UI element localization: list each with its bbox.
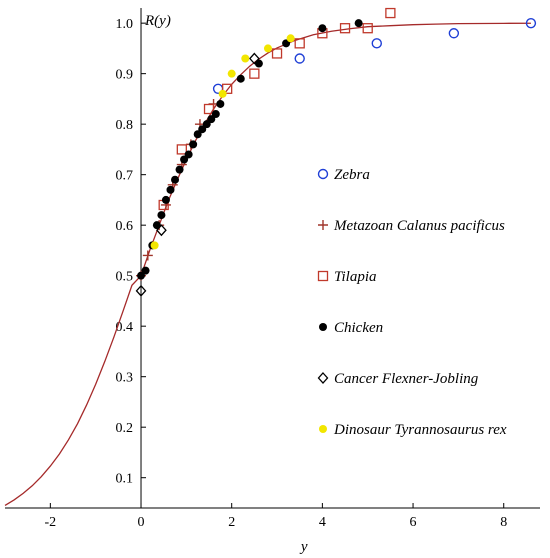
x-tick-label: 4: [319, 515, 326, 530]
data-point: [150, 241, 159, 250]
legend-marker: [317, 372, 329, 384]
data-point: [135, 284, 147, 297]
legend-item: Dinosaur Tyrannosaurus rex: [319, 422, 507, 438]
x-tick-label: 8: [500, 515, 507, 530]
legend: Zebra Metazoan Calanus pacificus Tilapia Ch…: [317, 167, 507, 438]
data-point: [161, 195, 170, 204]
legend-label: Tilapia: [334, 269, 377, 285]
points-layer: [135, 7, 537, 297]
data-point: [189, 140, 198, 149]
legend-label: Dinosaur Tyrannosaurus rex: [333, 422, 507, 438]
data-point: [142, 250, 153, 261]
data-point: [216, 99, 225, 108]
series-group: [135, 52, 260, 297]
y-ticks: 0.1 0.2 0.3 0.4 0.5 0.6 0.7 0.8 0.9 1.0: [116, 17, 147, 487]
y-tick-label: 0.6: [116, 219, 134, 234]
x-tick-label: -2: [45, 515, 57, 530]
data-point: [176, 144, 187, 155]
x-tick-label: 2: [228, 515, 235, 530]
y-tick-label: 0.3: [116, 371, 134, 386]
series-group: [150, 34, 295, 250]
data-point: [339, 23, 351, 34]
x-tick-label: 6: [410, 515, 417, 530]
data-point: [203, 103, 215, 115]
y-tick-label: 0.5: [116, 270, 134, 285]
data-point: [171, 175, 180, 184]
data-point: [222, 83, 233, 94]
data-point: [141, 266, 150, 275]
legend-marker: [319, 323, 327, 331]
y-tick-label: 0.1: [116, 472, 134, 487]
series-group: [158, 7, 396, 211]
data-point: [156, 224, 167, 237]
data-point: [318, 24, 327, 33]
data-point: [271, 48, 283, 59]
curve-line: [4, 22, 531, 507]
data-point: [157, 211, 166, 220]
y-tick-label: 0.4: [116, 320, 134, 335]
data-point: [249, 68, 260, 79]
y-tick-label: 0.8: [116, 118, 134, 133]
legend-label: Cancer Flexner-Jobling: [334, 371, 479, 387]
legend-item: Zebra: [317, 167, 370, 183]
data-point: [227, 69, 236, 78]
data-point: [248, 52, 260, 65]
legend-marker: [319, 425, 327, 433]
x-tick-label: 0: [138, 515, 145, 530]
legend-item: Metazoan Calanus pacificus: [318, 218, 505, 234]
legend-marker: [317, 270, 329, 282]
legend-label: Metazoan Calanus pacificus: [333, 218, 505, 234]
y-axis-title: R(y): [144, 13, 171, 29]
legend-marker: [317, 168, 329, 180]
series-group: [212, 17, 537, 95]
data-point: [241, 54, 250, 63]
curve-layer: [4, 22, 531, 507]
data-point: [385, 7, 396, 19]
legend-item: Cancer Flexner-Jobling: [317, 371, 479, 387]
legend-item: Tilapia: [317, 269, 377, 285]
data-point: [263, 44, 272, 53]
data-point: [294, 38, 305, 49]
data-point: [211, 110, 220, 119]
axes: [5, 8, 540, 509]
legend-label: Chicken: [334, 320, 383, 336]
y-tick-label: 0.2: [116, 421, 134, 436]
data-point: [294, 53, 305, 64]
x-ticks: -2 0 2 4 6 8: [45, 503, 507, 530]
legend-label: Zebra: [334, 167, 370, 183]
data-point: [286, 34, 295, 43]
data-point: [525, 17, 537, 29]
x-axis-title: y: [299, 539, 308, 555]
data-point: [362, 23, 373, 34]
data-point: [371, 38, 382, 49]
y-tick-label: 0.7: [116, 169, 134, 184]
data-point: [354, 19, 363, 28]
data-point: [175, 165, 184, 174]
data-point: [218, 89, 227, 98]
y-tick-label: 1.0: [116, 17, 134, 32]
legend-item: Chicken: [319, 320, 383, 336]
y-tick-label: 0.9: [116, 68, 134, 83]
data-point: [448, 28, 460, 39]
data-point: [166, 185, 175, 194]
data-point: [184, 150, 193, 159]
data-point: [236, 74, 245, 83]
legend-marker: [318, 220, 328, 230]
